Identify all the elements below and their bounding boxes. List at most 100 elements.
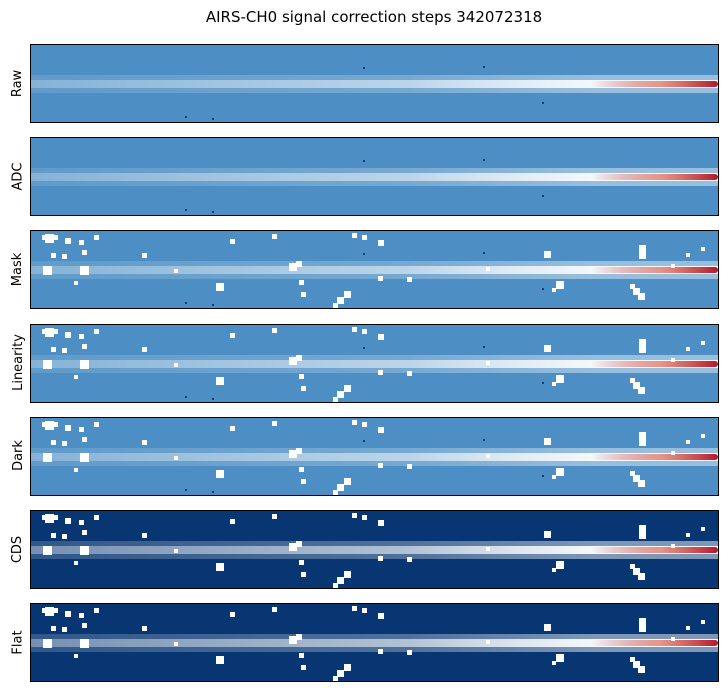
- masked-pixel: [174, 642, 178, 647]
- masked-pixel: [333, 583, 338, 588]
- masked-pixel: [62, 627, 67, 633]
- masked-pixel: [216, 656, 224, 665]
- masked-pixel: [296, 634, 302, 641]
- masked-pixel: [639, 532, 646, 539]
- masked-pixel: [344, 477, 351, 485]
- noise-pixel: [363, 67, 365, 69]
- noise-pixel: [483, 345, 485, 348]
- masked-pixel: [639, 618, 646, 626]
- masked-pixel: [671, 264, 675, 269]
- masked-pixel: [633, 661, 640, 669]
- masked-pixel: [671, 544, 675, 548]
- noise-pixel: [542, 195, 544, 198]
- spectral-trace: [31, 452, 718, 461]
- masked-pixel: [639, 431, 646, 439]
- panel-label: Flat: [9, 603, 27, 681]
- masked-pixel: [544, 437, 551, 445]
- masked-pixel: [378, 426, 384, 433]
- noise-pixel: [212, 397, 214, 400]
- trace-peak: [591, 174, 718, 181]
- masked-pixel: [686, 439, 690, 444]
- masked-pixel: [80, 266, 89, 276]
- masked-pixel: [230, 612, 235, 618]
- noise-pixel: [542, 474, 544, 477]
- masked-pixel: [630, 657, 635, 663]
- masked-pixel: [296, 447, 302, 454]
- heatmap-image: [30, 230, 719, 310]
- masked-pixel: [174, 269, 178, 274]
- panel-label: ADC: [9, 137, 27, 215]
- masked-pixel: [686, 533, 690, 537]
- masked-pixel: [62, 347, 67, 353]
- masked-pixel: [42, 608, 47, 614]
- noise-pixel: [542, 381, 544, 384]
- noise-pixel: [542, 102, 544, 104]
- panel-label-text: Flat: [10, 630, 26, 655]
- masked-pixel: [51, 253, 56, 259]
- masked-pixel: [65, 238, 71, 245]
- spectral-trace: [31, 266, 718, 275]
- panel-label: Mask: [9, 230, 27, 308]
- noise-pixel: [363, 160, 365, 163]
- masked-pixel: [299, 466, 304, 472]
- masked-pixel: [272, 327, 277, 333]
- spectral-trace: [31, 359, 718, 368]
- masked-pixel: [142, 439, 147, 445]
- masked-pixel: [639, 245, 646, 253]
- chart-title: AIRS-CH0 signal correction steps 3420723…: [205, 8, 543, 26]
- masked-pixel: [74, 281, 78, 286]
- masked-pixel: [352, 419, 357, 425]
- masked-pixel: [174, 455, 178, 460]
- masked-pixel: [82, 250, 87, 256]
- masked-pixel: [53, 421, 58, 427]
- masked-pixel: [633, 474, 640, 482]
- panel-label-text: ADC: [10, 162, 26, 191]
- masked-pixel: [94, 421, 99, 427]
- panel-label: Raw: [9, 44, 27, 122]
- masked-pixel: [299, 280, 304, 286]
- masked-pixel: [296, 261, 302, 268]
- masked-pixel: [230, 425, 235, 431]
- masked-pixel: [79, 426, 84, 432]
- masked-pixel: [633, 288, 640, 296]
- masked-pixel: [299, 653, 304, 659]
- masked-pixel: [378, 462, 383, 468]
- masked-pixel: [53, 235, 58, 241]
- masked-pixel: [556, 467, 564, 476]
- masked-pixel: [362, 235, 367, 241]
- masked-pixel: [686, 626, 690, 631]
- masked-pixel: [289, 263, 297, 272]
- masked-pixel: [45, 607, 54, 617]
- masked-pixel: [486, 453, 490, 458]
- masked-pixel: [407, 557, 412, 562]
- masked-pixel: [174, 549, 178, 553]
- masked-pixel: [272, 420, 277, 426]
- noise-pixel: [542, 288, 544, 291]
- masked-pixel: [53, 515, 58, 520]
- masked-pixel: [82, 530, 87, 535]
- noise-pixel: [363, 253, 365, 256]
- masked-pixel: [701, 247, 705, 252]
- heatmap-svg: [31, 324, 718, 402]
- trace-peak: [591, 547, 718, 553]
- masked-pixel: [142, 253, 147, 259]
- masked-pixel: [301, 665, 306, 671]
- noise-pixel: [185, 488, 187, 491]
- panel-label-text: Linearity: [10, 334, 26, 391]
- masked-pixel: [94, 515, 99, 520]
- masked-pixel: [296, 541, 302, 547]
- masked-pixel: [65, 424, 71, 431]
- masked-pixel: [544, 531, 551, 538]
- masked-pixel: [216, 283, 224, 292]
- heatmap-svg: [31, 511, 718, 588]
- masked-pixel: [630, 470, 635, 476]
- masked-pixel: [289, 449, 297, 458]
- masked-pixel: [344, 384, 351, 392]
- panel-label-text: Dark: [10, 440, 26, 472]
- masked-pixel: [174, 362, 178, 367]
- masked-pixel: [79, 240, 84, 246]
- masked-pixel: [230, 519, 235, 524]
- masked-pixel: [45, 327, 54, 337]
- masked-pixel: [42, 515, 47, 520]
- masked-pixel: [74, 654, 78, 659]
